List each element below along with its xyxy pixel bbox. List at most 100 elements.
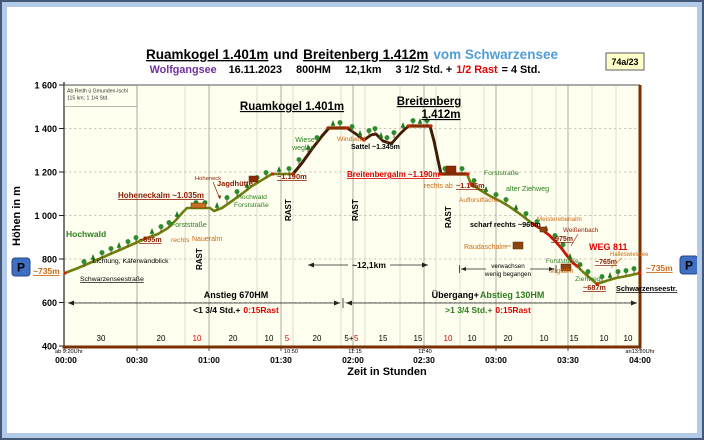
label-forststrasse-3: Forststraße — [484, 170, 519, 177]
label-735m-left: ~735m — [33, 266, 60, 276]
anstieg-summary: Anstieg 670HM — [204, 290, 269, 300]
label-miglalm: Miglalm — [549, 268, 573, 275]
x-tick: 02:00 — [342, 355, 364, 365]
y-tick: 1 200 — [34, 168, 57, 178]
subtitle-distance: 12,1km — [345, 64, 382, 76]
label-alter-ziehweg: alter Ziehweg — [506, 184, 549, 193]
rast-label: RAST — [284, 199, 293, 221]
y-tick: 1 600 — [34, 81, 57, 91]
segment-minutes: 5+ — [344, 334, 353, 343]
hut-hoheneckalm — [190, 202, 207, 209]
hut-breitenbergalm — [445, 165, 457, 174]
label-naueralm: Naueralm — [192, 236, 223, 243]
y-tick: 600 — [42, 298, 57, 308]
end-clock: an13:20Uhr — [625, 349, 654, 355]
label-rechts-ab: rechts ab — [424, 183, 453, 190]
segment-minutes: 20 — [229, 334, 238, 343]
label-975m: ~975m — [551, 236, 573, 243]
label-rechts: rechts — [171, 237, 190, 244]
title-ruamkogel: Ruamkogel 1.401m — [146, 47, 268, 62]
subtitle-rast: 1/2 Rast — [456, 64, 498, 76]
title-schwarzensee: vom Schwarzensee — [433, 47, 558, 62]
x-tick: 02:30 — [413, 355, 435, 365]
subtitle-date: 16.11.2023 — [229, 64, 282, 76]
segment-minutes: 15 — [379, 334, 388, 343]
parking-right: P — [679, 255, 699, 275]
title-breitenberg: Breitenberg 1.412m — [303, 47, 428, 62]
summit-label-ruamkogel: Ruamkogel 1.401m — [240, 101, 344, 113]
summit-label-breitenberg: Breitenberg — [397, 96, 462, 108]
mid-clock: 11:15 — [348, 349, 362, 355]
segment-minutes: 10 — [540, 334, 549, 343]
label-forststrasse-1: Forststraße — [171, 222, 207, 229]
axes-lines — [59, 82, 642, 351]
label-hochwald-2: Hochwald — [237, 194, 267, 201]
label-weissenbach: Weißenbach — [563, 227, 599, 234]
label-1145m: ~1.145m — [456, 181, 485, 190]
segment-minutes: 15 — [414, 334, 423, 343]
segment-minutes-rest: 5 — [354, 334, 359, 343]
label-735m-right: ~735m — [646, 263, 673, 273]
rast-labels: RAST RAST RAST RAST — [195, 199, 453, 270]
label-wiese: Wiese — [295, 137, 315, 144]
mid-clock: 11:40 — [418, 349, 432, 355]
mid-clock: 10:50 — [284, 349, 298, 355]
rast-label: RAST — [444, 206, 453, 228]
x-tick: 01:30 — [270, 355, 292, 365]
label-hoheneck: Hoheneck — [195, 176, 221, 182]
uebergang-time: >1 3/4 Std.+ 0:15Rast — [445, 305, 531, 315]
label-lichtung: Lichtung, Käferwandblick — [93, 258, 169, 265]
label-breitenbergalm: Breitenbergalm ~1.190m — [347, 170, 440, 179]
label-1190m: ~1.190m — [277, 172, 307, 181]
title-und: und — [273, 47, 298, 62]
label-meisterebenalm: Meisterebenalm — [537, 216, 582, 223]
label-forststrasse-2: Forststraße — [234, 202, 269, 209]
segment-minutes: 15 — [570, 334, 579, 343]
subtitle-hm: 800HM — [296, 64, 331, 76]
hut-jagdhuette — [248, 175, 259, 183]
label-hochwald: Hochwald — [66, 229, 106, 239]
parking-icon: P — [685, 259, 693, 273]
info-box-line2: 115 km; 1 1/4 Std. — [67, 96, 109, 102]
segment-minutes: 30 — [97, 334, 106, 343]
waypoint-markers — [63, 124, 641, 286]
elevation-profile-line — [63, 124, 642, 286]
rast-label: RAST — [351, 199, 360, 221]
parking-left: P — [11, 257, 31, 277]
label-sattel: Sattel ~1.345m — [351, 144, 400, 151]
segment-minutes-row: 30 20 10 20 10 5 20 5+ 5 15 15 10 10 20 … — [97, 334, 633, 343]
hut-icons — [190, 165, 572, 272]
distance-label: ~12,1km — [352, 260, 386, 270]
y-tick: 1 400 — [34, 124, 57, 134]
segment-minutes: 20 — [313, 334, 322, 343]
label-weglos: weglos — [291, 145, 314, 152]
x-tick: 00:00 — [55, 355, 77, 365]
leader-arrows — [212, 181, 623, 269]
label-weg811: WEG 811 — [589, 242, 628, 252]
label-raudaschalm: Raudaschalm — [464, 244, 507, 251]
summit-label-breitenberg-height: 1.412m — [421, 109, 460, 121]
label-schwarzenseestr: Schwarzenseestr. — [616, 284, 677, 293]
y-tick: 1 000 — [34, 211, 57, 221]
label-verwachsen: verwachsen — [491, 263, 525, 270]
label-schwarzenseestrasse: Schwarzenseestraße — [80, 276, 144, 283]
label-ziehweg: Ziehweg — [575, 276, 601, 283]
x-tick: 03:30 — [557, 355, 579, 365]
tour-badge-label: 74a/23 — [612, 57, 639, 67]
subtitle-total: = 4 Std. — [502, 64, 541, 76]
parking-icon: P — [17, 261, 25, 275]
x-tick-labels: 00:00 00:30 01:00 01:30 02:00 02:30 03:0… — [55, 355, 651, 365]
x-axis-title: Zeit in Stunden — [347, 366, 427, 378]
segment-minutes: 10 — [265, 334, 274, 343]
label-765m: ~765m — [595, 259, 617, 266]
segment-minutes: 10 — [600, 334, 609, 343]
segment-minutes-rest: 10 — [444, 334, 453, 343]
section-summaries: Anstieg 670HM <1 3/4 Std.+ 0:15Rast Überg… — [68, 260, 637, 315]
y-tick: 800 — [42, 255, 57, 265]
x-tick: 03:00 — [485, 355, 507, 365]
y-tick-labels: 1 600 1 400 1 200 1 000 800 600 400 — [34, 81, 57, 352]
start-clock: ab 9:20Uhr — [55, 349, 83, 355]
label-wenig-begangen: wenig begangen — [484, 271, 532, 278]
label-687m: ~687m — [583, 283, 606, 292]
